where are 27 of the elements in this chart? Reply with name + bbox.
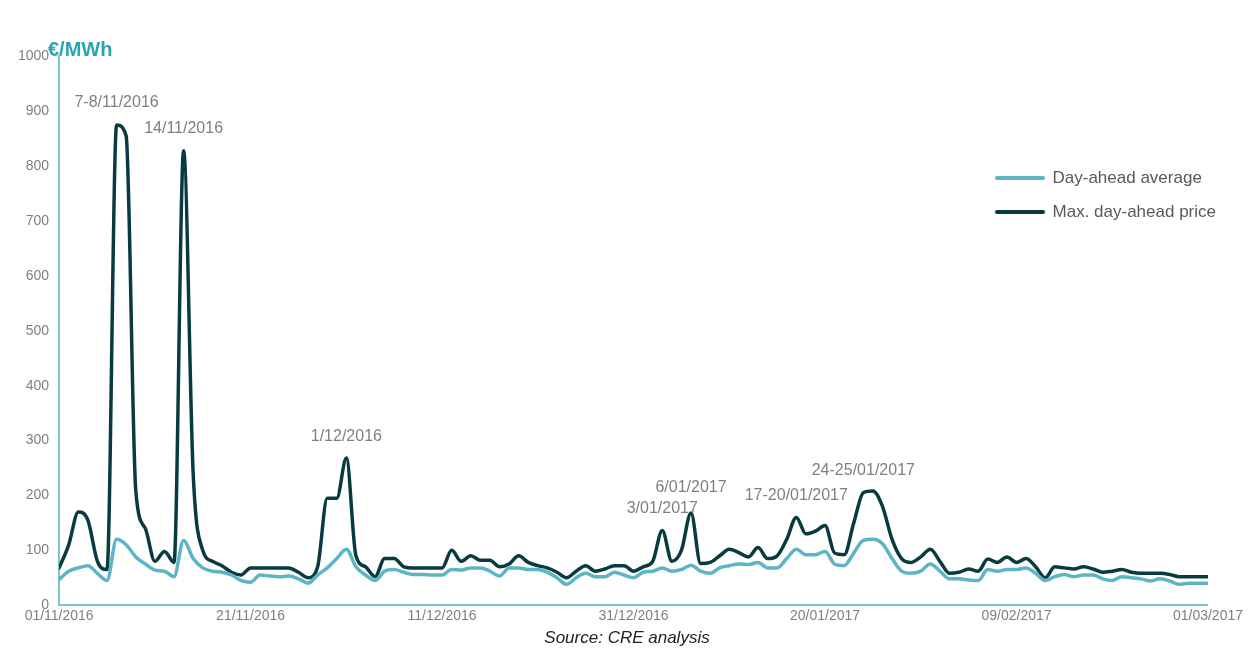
x-tick-label: 21/11/2016 [216, 607, 286, 624]
x-tick-label: 31/12/2016 [598, 607, 669, 624]
annotation: 3/01/2017 [626, 498, 698, 516]
y-tick-label: 400 [25, 376, 50, 393]
annotation: 24-25/01/2017 [811, 461, 916, 479]
legend-label: Max. day-ahead price [1052, 202, 1216, 222]
y-tick-label: 700 [25, 211, 50, 228]
x-tick-label: 11/12/2016 [407, 607, 477, 624]
y-tick-label: 600 [25, 266, 50, 283]
y-tick-label: 800 [25, 157, 50, 174]
legend-label: Day-ahead average [1052, 168, 1202, 188]
source-note: Source: CRE analysis [543, 628, 711, 648]
y-tick-label: 500 [25, 321, 50, 338]
x-tick-label: 09/02/2017 [981, 607, 1052, 624]
y-axis-title: €/MWh [48, 38, 113, 61]
annotation: 6/01/2017 [655, 478, 727, 496]
x-tick-label: 01/03/2017 [1172, 607, 1244, 624]
y-tick-label: 300 [25, 431, 50, 448]
line-series [59, 537, 1208, 587]
y-tick-label: 100 [25, 541, 50, 558]
annotation: 1/12/2016 [310, 426, 383, 444]
y-tick-label: 200 [25, 486, 50, 503]
y-tick-label: 900 [25, 102, 50, 119]
x-tick-label: 20/01/2017 [789, 607, 861, 624]
annotation: 7-8/11/2016 [74, 93, 159, 111]
annotation: 17-20/01/2017 [744, 485, 849, 503]
annotation: 14/11/2016 [144, 119, 224, 137]
